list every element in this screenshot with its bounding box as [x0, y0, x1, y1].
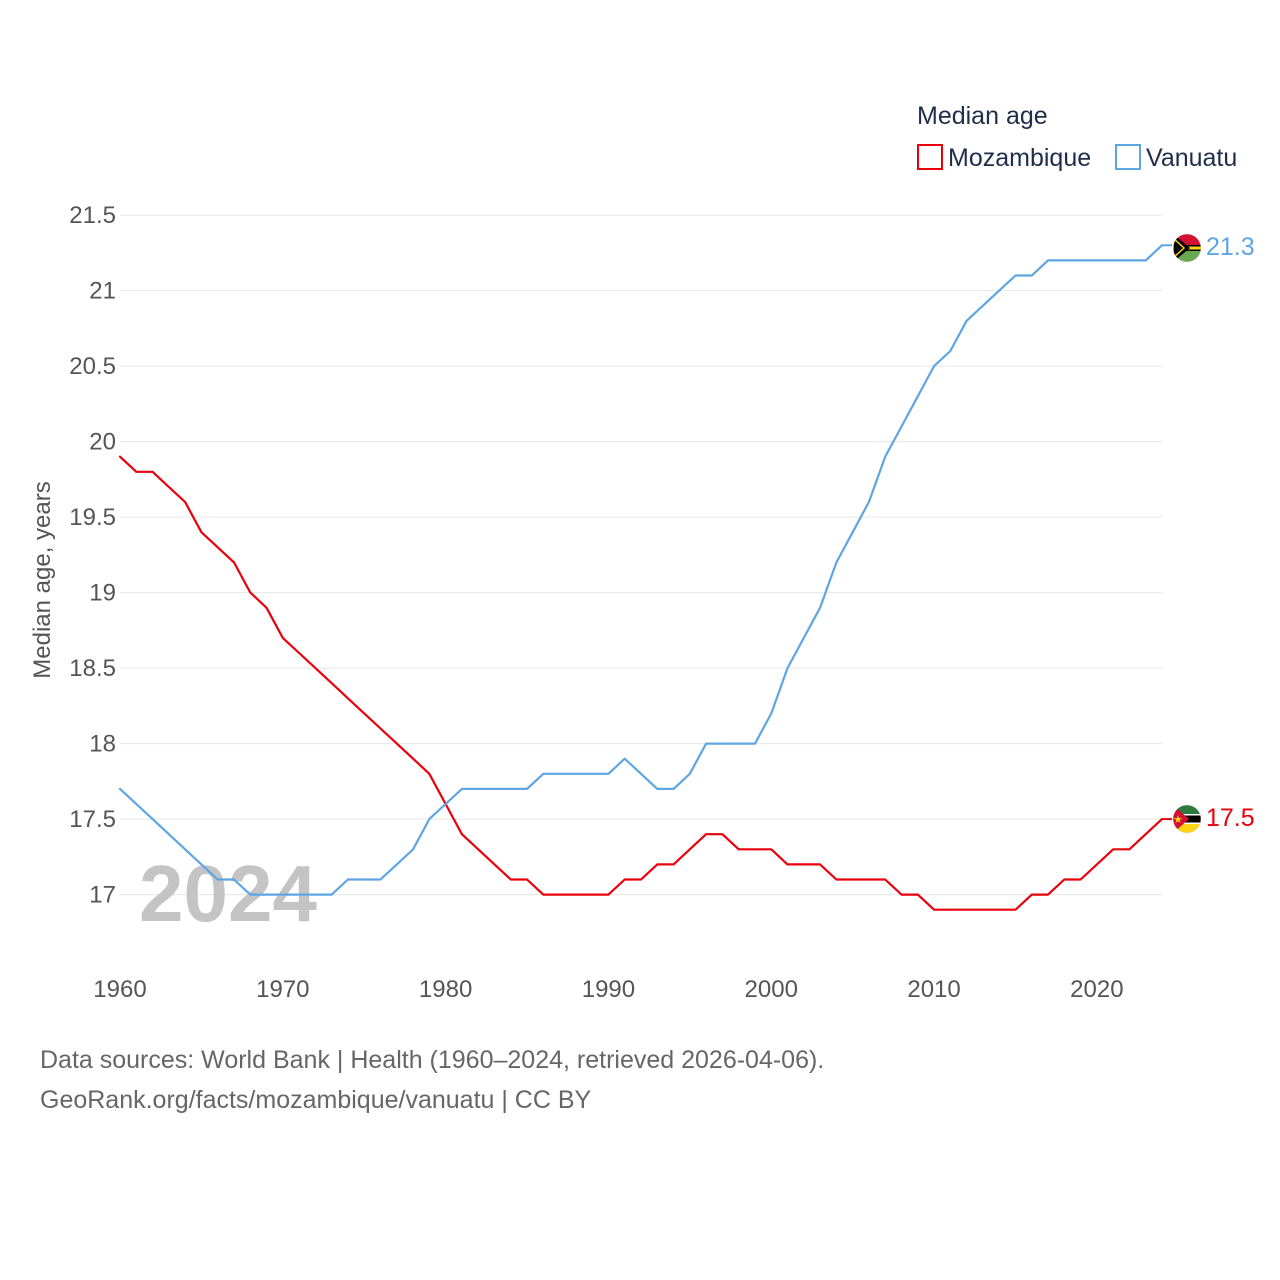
vanuatu-flag-icon: [1173, 234, 1201, 262]
y-tick-label: 20.5: [69, 353, 116, 380]
y-tick-label: 18.5: [69, 655, 116, 682]
legend-title: Median age: [917, 102, 1048, 130]
data-source-note: Data sources: World Bank | Health (1960–…: [40, 1046, 825, 1074]
y-tick-label: 21: [89, 278, 116, 305]
x-tick-label: 2020: [1070, 976, 1123, 1003]
legend-swatch-vanuatu: [1115, 144, 1141, 170]
legend-swatch-mozambique: [917, 144, 943, 170]
y-tick-label: 21.5: [69, 202, 116, 229]
legend: Median age Mozambique Vanuatu: [917, 102, 1237, 172]
end-label-vanuatu: 21.3: [1206, 233, 1255, 261]
x-tick-label: 1970: [256, 976, 309, 1003]
y-tick-label: 17.5: [69, 806, 116, 833]
x-tick-label: 1990: [582, 976, 635, 1003]
legend-label-vanuatu: Vanuatu: [1146, 144, 1237, 172]
end-label-mozambique: 17.5: [1206, 804, 1255, 832]
legend-label-mozambique: Mozambique: [948, 144, 1091, 172]
y-tick-label: 20: [89, 429, 116, 456]
y-tick-label: 18: [89, 731, 116, 758]
source-link: GeoRank.org/facts/mozambique/vanuatu | C…: [40, 1086, 592, 1114]
mozambique-flag-icon: [1173, 805, 1201, 833]
y-tick-label: 19.5: [69, 504, 116, 531]
x-tick-label: 1980: [419, 976, 472, 1003]
series-line-vanuatu: [118, 244, 1164, 896]
x-tick-label: 2010: [907, 976, 960, 1003]
y-tick-label: 17: [89, 882, 116, 909]
grid-lines: [120, 214, 1162, 896]
series-lines: [118, 244, 1172, 911]
x-tick-label: 1960: [93, 976, 146, 1003]
y-tick-label: 19: [89, 580, 116, 607]
x-tick-label: 2000: [745, 976, 798, 1003]
x-axis-ticks: 1960 1970 1980 1990 2000 2010 2020: [93, 976, 1123, 1003]
footer: Data sources: World Bank | Health (1960–…: [40, 1040, 824, 1120]
y-axis-ticks: 17 17.5 18 18.5 19 19.5 20 20.5 21 21.5: [69, 202, 116, 909]
y-axis-title: Median age, years: [29, 481, 56, 678]
series-line-mozambique: [118, 455, 1164, 911]
